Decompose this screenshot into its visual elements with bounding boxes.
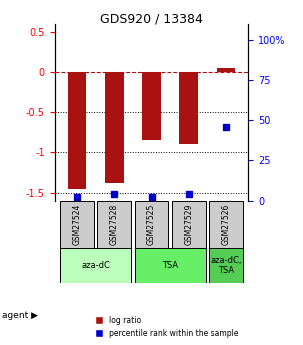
Text: agent ▶: agent ▶ [2,311,38,320]
Bar [142,72,161,140]
Bar [217,68,235,72]
Text: GSM27528: GSM27528 [110,204,119,245]
FancyBboxPatch shape [135,248,205,283]
FancyBboxPatch shape [135,200,168,248]
Text: GSM27524: GSM27524 [72,204,82,245]
Text: TSA: TSA [162,261,178,270]
Text: aza-dC: aza-dC [81,261,110,270]
Legend: log ratio, percentile rank within the sample: log ratio, percentile rank within the sa… [92,313,241,341]
Bar [105,72,124,183]
Text: GSM27526: GSM27526 [221,204,231,245]
Bar [179,72,198,145]
Text: GSM27529: GSM27529 [184,204,193,245]
FancyBboxPatch shape [209,248,243,283]
Bar [68,72,86,188]
Text: aza-dC,
TSA: aza-dC, TSA [210,256,242,275]
FancyBboxPatch shape [98,200,131,248]
Text: GDS920 / 13384: GDS920 / 13384 [100,12,203,25]
FancyBboxPatch shape [60,248,131,283]
Text: GSM27525: GSM27525 [147,204,156,245]
FancyBboxPatch shape [209,200,243,248]
FancyBboxPatch shape [172,200,205,248]
FancyBboxPatch shape [60,200,94,248]
